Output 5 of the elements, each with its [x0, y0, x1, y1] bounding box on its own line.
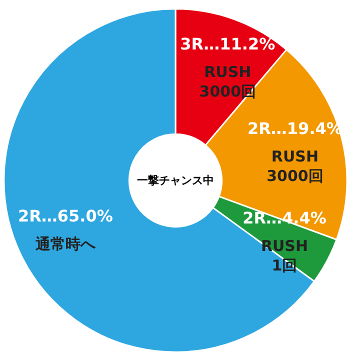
slice-label: 2R…65.0% — [18, 206, 113, 226]
text: 一撃チャンス中 — [137, 174, 214, 187]
slice-label: 3R…11.2% — [180, 34, 276, 54]
text: RUSH 3000回 — [266, 147, 324, 186]
text: 通常時へ — [35, 234, 96, 253]
